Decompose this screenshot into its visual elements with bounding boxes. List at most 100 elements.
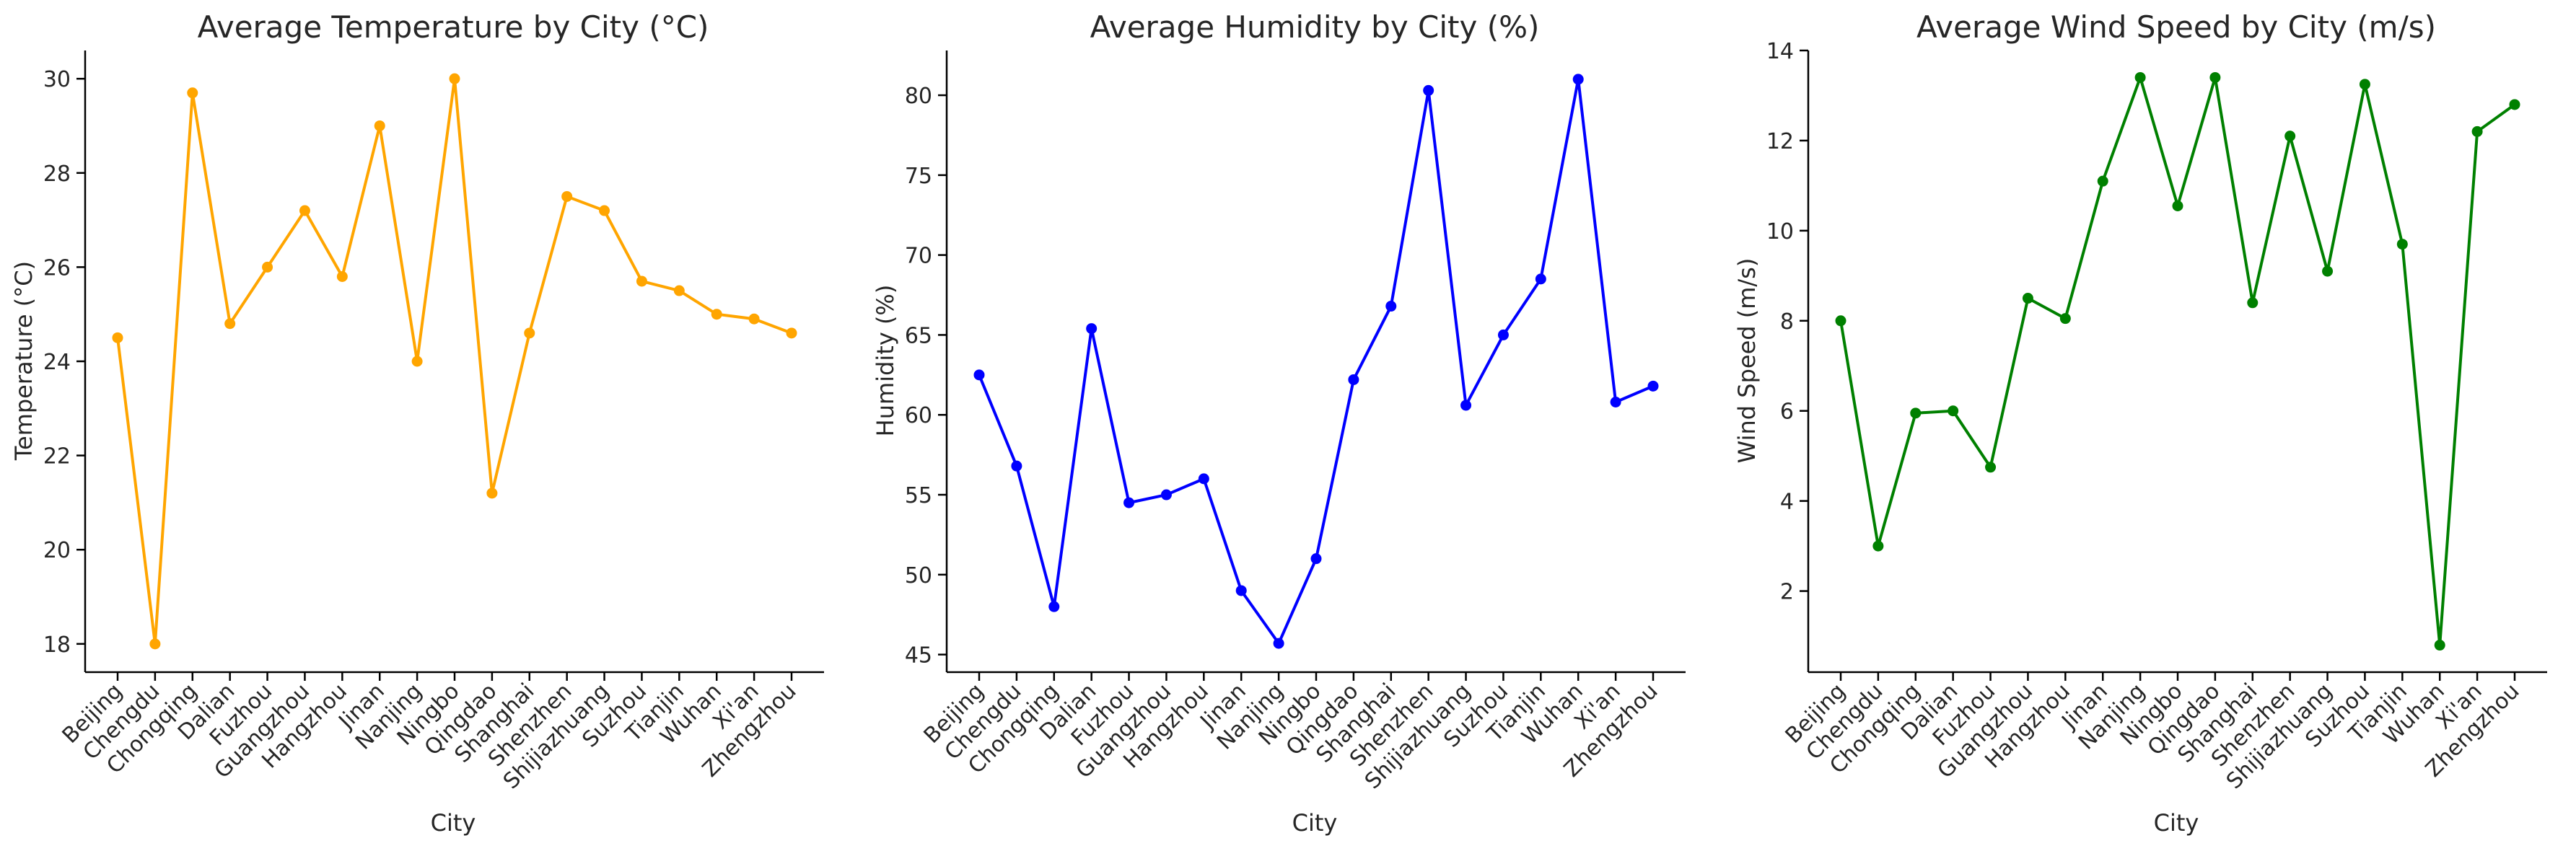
wind-speed-ylabel: Wind Speed (m/s) [1733, 258, 1761, 464]
wind-speed-x-ticks: BeijingChengduChongqingDalianFuzhouGuang… [1781, 672, 2525, 794]
wind-speed-point-ningbo [2172, 200, 2183, 211]
humidity-point-ningbo [1310, 553, 1322, 565]
temperature-point-jinan [374, 120, 385, 131]
wind-speed-point-suzhou [2359, 79, 2370, 90]
temperature-point-fuzhou [262, 261, 273, 273]
humidity-point-chongqing [1048, 601, 1060, 612]
temperature-ytick-label: 22 [43, 444, 71, 469]
wind-speed-point-hangzhou [2059, 313, 2071, 325]
temperature-point-beijing [112, 332, 123, 343]
wind-speed-point-dalian [1948, 405, 1959, 417]
humidity-point-shanghai [1385, 301, 1397, 312]
wind-speed-point-nanjing [2134, 71, 2146, 83]
humidity-point-tianjin [1535, 273, 1546, 285]
wind-speed-point-shanghai [2247, 297, 2259, 309]
wind-speed-ytick-label: 6 [1780, 400, 1794, 425]
humidity-point-hangzhou [1198, 473, 1209, 485]
humidity-xlabel: City [1292, 809, 1338, 837]
wind-speed-ytick-label: 4 [1780, 490, 1794, 515]
humidity-point-suzhou [1497, 329, 1509, 340]
temperature-point-chengdu [149, 638, 161, 650]
wind-speed-point-qingdao [2209, 71, 2221, 83]
humidity-point-zhengzhou [1647, 380, 1659, 392]
wind-speed-ytick-label: 10 [1766, 219, 1794, 244]
wind-speed-point-zhengzhou [2509, 99, 2520, 110]
humidity-ytick-label: 80 [905, 84, 932, 109]
humidity-ytick-label: 65 [905, 323, 932, 348]
temperature-point-qingdao [486, 488, 498, 499]
temperature-ytick-label: 24 [43, 350, 71, 375]
temperature-point-zhengzhou [786, 327, 797, 339]
temperature-point-wuhan [711, 309, 722, 320]
humidity-point-dalian [1086, 323, 1098, 335]
temperature-point-hangzhou [336, 270, 348, 282]
temperature-x-ticks: BeijingChengduChongqingDalianFuzhouGuang… [58, 672, 802, 794]
wind-speed-ytick-label: 8 [1780, 309, 1794, 335]
temperature-point-chongqing [187, 87, 198, 99]
temperature-point-nanjing [411, 356, 423, 367]
humidity-point-qingdao [1348, 374, 1359, 385]
humidity-x-ticks: BeijingChengduChongqingDalianFuzhouGuang… [919, 672, 1663, 794]
humidity-ytick-label: 50 [905, 563, 932, 588]
wind-speed-y-ticks: 2 4 6 8 10 12 14 [1766, 39, 1808, 605]
temperature-point-suzhou [636, 275, 647, 287]
humidity-ylabel: Humidity (%) [872, 285, 899, 437]
humidity-ytick-label: 60 [905, 403, 932, 428]
temperature-point-guangzhou [299, 205, 310, 216]
humidity-point-shenzhen [1423, 84, 1434, 96]
humidity-ytick-label: 45 [905, 643, 932, 669]
temperature-point-ningbo [449, 73, 460, 84]
humidity-point-xi-an [1610, 397, 1621, 408]
temperature-y-ticks: 18 20 22 24 26 28 30 [43, 67, 85, 658]
temperature-chart: Average Temperature by City (°C) Tempera… [10, 9, 824, 837]
wind-speed-ytick-label: 12 [1766, 129, 1794, 154]
wind-speed-point-chongqing [1910, 407, 1922, 419]
wind-speed-point-fuzhou [1985, 462, 1997, 473]
wind-speed-ytick-label: 2 [1780, 580, 1794, 605]
wind-speed-chart-title: Average Wind Speed by City (m/s) [1916, 9, 2436, 45]
temperature-point-xi-an [748, 313, 760, 325]
wind-speed-chart: Average Wind Speed by City (m/s) Wind Sp… [1733, 9, 2547, 837]
wind-speed-point-beijing [1835, 315, 1846, 327]
temperature-ytick-label: 30 [43, 67, 71, 92]
humidity-y-ticks: 45 50 55 60 65 70 75 80 [905, 84, 947, 669]
temperature-ytick-label: 20 [43, 538, 71, 563]
wind-speed-series [1835, 71, 2520, 651]
temperature-point-dalian [224, 318, 236, 330]
wind-speed-point-jinan [2097, 175, 2108, 187]
temperature-xlabel: City [431, 809, 476, 837]
wind-speed-xlabel: City [2154, 809, 2199, 837]
wind-speed-point-shijiazhuang [2322, 265, 2334, 277]
humidity-point-nanjing [1273, 638, 1284, 649]
humidity-point-beijing [973, 369, 985, 381]
wind-speed-point-guangzhou [2022, 293, 2033, 304]
humidity-point-wuhan [1572, 74, 1584, 85]
wind-speed-point-wuhan [2434, 640, 2445, 651]
humidity-point-shijiazhuang [1460, 400, 1472, 411]
temperature-ytick-label: 26 [43, 255, 71, 281]
temperature-point-shanghai [524, 327, 535, 339]
temperature-line [116, 77, 792, 645]
humidity-ytick-label: 75 [905, 164, 932, 189]
humidity-ytick-label: 55 [905, 483, 932, 508]
humidity-series [973, 74, 1659, 649]
humidity-point-jinan [1235, 585, 1247, 596]
humidity-point-guangzhou [1160, 489, 1172, 501]
temperature-point-tianjin [673, 285, 685, 296]
humidity-point-chengdu [1011, 460, 1022, 472]
humidity-point-fuzhou [1123, 497, 1135, 508]
temperature-ytick-label: 28 [43, 162, 71, 187]
humidity-ytick-label: 70 [905, 244, 932, 269]
temperature-series [112, 73, 797, 650]
temperature-ylabel: Temperature (°C) [10, 261, 38, 461]
wind-speed-point-chengdu [1872, 540, 1884, 552]
temperature-point-shenzhen [561, 190, 573, 202]
wind-speed-point-xi-an [2471, 125, 2483, 137]
wind-speed-point-shenzhen [2284, 131, 2296, 142]
wind-speed-line [1839, 76, 2516, 647]
humidity-chart-title: Average Humidity by City (%) [1090, 9, 1540, 45]
humidity-chart: Average Humidity by City (%) Humidity (%… [872, 9, 1686, 837]
temperature-point-shijiazhuang [599, 205, 610, 216]
wind-speed-ytick-label: 14 [1766, 39, 1794, 64]
